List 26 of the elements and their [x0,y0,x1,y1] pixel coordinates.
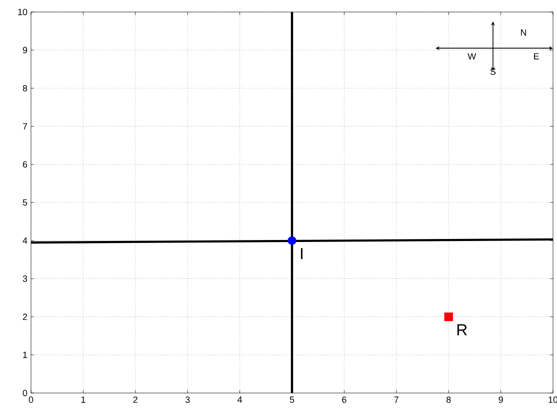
y-tick-label: 1 [23,352,28,358]
y-tick-label: 10 [18,8,28,16]
x-tick-label: 1 [81,396,86,403]
y-tick-label: 7 [22,123,28,130]
x-tick-label: 5 [290,396,294,403]
y-tick-label: 4 [22,238,28,244]
y-tick-label: 9 [22,46,28,54]
x-tick-label: 7 [394,396,398,403]
x-tick-label: 3 [185,396,190,403]
annotation: W [468,53,476,60]
annotation: N [521,29,526,36]
y-tick-label: 6 [22,161,28,168]
y-tick-label: 8 [22,85,28,92]
y-tick-label: 5 [22,199,28,206]
y-tick-label: 2 [22,314,28,320]
y-tick-label: 3 [22,276,28,282]
x-tick-label: 0 [28,396,34,403]
annotation: E [534,53,539,60]
y-tick-label: 0 [22,390,28,396]
annotation: I [300,248,302,260]
x-tick-label: 9 [498,396,503,403]
x-tick-label: 4 [238,396,242,403]
x-tick-label: 2 [133,396,138,403]
x-tick-label: 6 [342,396,346,403]
annotation: R [457,324,467,336]
x-tick-label: 8 [446,396,451,403]
